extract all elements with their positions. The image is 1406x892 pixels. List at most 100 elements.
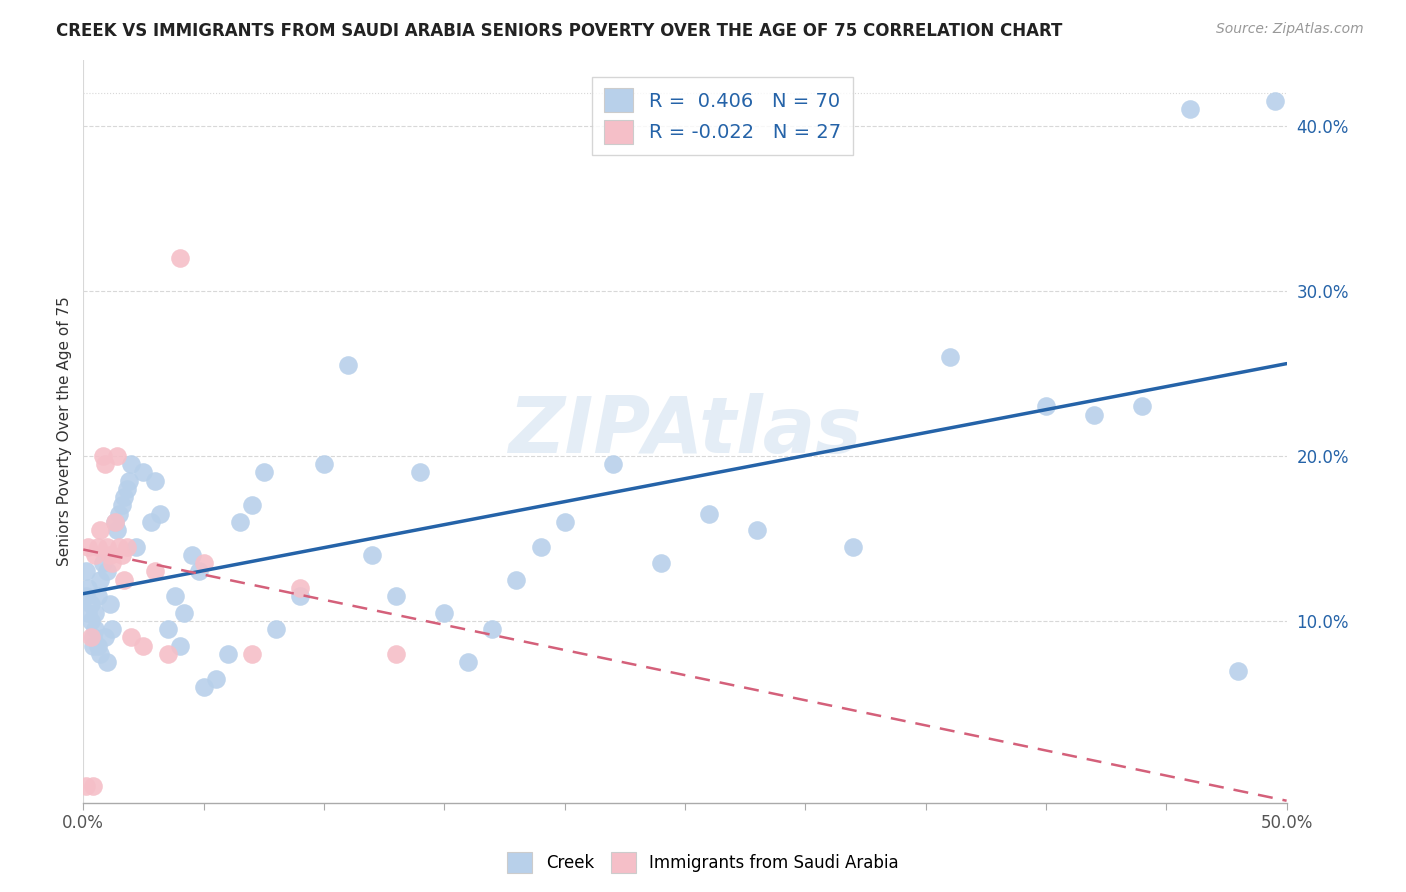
Point [1264, 94, 1286, 108]
Point [75, 779, 97, 793]
Point [115, 482, 138, 496]
Point [77, 540, 100, 554]
Point [84, 622, 107, 636]
Point [288, 581, 311, 595]
Point [180, 548, 202, 562]
Point [156, 647, 179, 661]
Point [193, 680, 215, 694]
Point [79, 614, 101, 628]
Point [163, 589, 186, 603]
Point [385, 647, 408, 661]
Point [91, 556, 114, 570]
Point [169, 251, 191, 265]
Point [120, 631, 142, 645]
Point [118, 474, 141, 488]
Point [385, 589, 408, 603]
Legend: R =  0.406   N = 70, R = -0.022   N = 27: R = 0.406 N = 70, R = -0.022 N = 27 [592, 77, 852, 155]
Point [169, 639, 191, 653]
Point [187, 565, 209, 579]
Point [111, 499, 134, 513]
Point [115, 540, 138, 554]
Point [87, 589, 110, 603]
Point [98, 598, 121, 612]
Point [240, 499, 263, 513]
Point [1130, 400, 1153, 414]
Point [105, 449, 128, 463]
Point [79, 598, 101, 612]
Point [409, 466, 432, 480]
Point [96, 655, 118, 669]
Point [111, 548, 134, 562]
Point [77, 581, 100, 595]
Point [79, 631, 101, 645]
Point [312, 457, 335, 471]
Point [94, 631, 117, 645]
Point [96, 565, 118, 579]
Point [697, 507, 720, 521]
Point [82, 779, 104, 793]
Text: Source: ZipAtlas.com: Source: ZipAtlas.com [1216, 22, 1364, 37]
Point [139, 515, 162, 529]
Point [87, 540, 110, 554]
Point [98, 548, 121, 562]
Point [145, 474, 167, 488]
Point [145, 565, 167, 579]
Point [204, 672, 226, 686]
Point [103, 515, 125, 529]
Text: ZIPAtlas: ZIPAtlas [508, 393, 862, 469]
Point [94, 457, 117, 471]
Point [433, 606, 456, 620]
Point [253, 466, 276, 480]
Point [217, 647, 239, 661]
Point [529, 540, 551, 554]
Point [842, 540, 865, 554]
Point [193, 556, 215, 570]
Point [89, 523, 111, 537]
Point [108, 507, 131, 521]
Point [132, 466, 155, 480]
Point [91, 449, 114, 463]
Point [156, 622, 179, 636]
Point [125, 540, 148, 554]
Point [173, 606, 195, 620]
Point [82, 631, 104, 645]
Point [240, 647, 263, 661]
Point [112, 573, 135, 587]
Point [112, 490, 135, 504]
Legend: Creek, Immigrants from Saudi Arabia: Creek, Immigrants from Saudi Arabia [501, 846, 905, 880]
Y-axis label: Seniors Poverty Over the Age of 75: Seniors Poverty Over the Age of 75 [58, 296, 72, 566]
Point [505, 573, 527, 587]
Point [87, 639, 110, 653]
Point [288, 589, 311, 603]
Point [84, 606, 107, 620]
Point [89, 573, 111, 587]
Point [103, 515, 125, 529]
Point [84, 548, 107, 562]
Point [96, 540, 118, 554]
Point [101, 556, 124, 570]
Point [361, 548, 384, 562]
Point [120, 457, 142, 471]
Point [1035, 400, 1057, 414]
Point [132, 639, 155, 653]
Point [108, 540, 131, 554]
Point [1180, 102, 1202, 116]
Point [77, 606, 100, 620]
Point [228, 515, 250, 529]
Point [554, 515, 576, 529]
Point [75, 589, 97, 603]
Text: CREEK VS IMMIGRANTS FROM SAUDI ARABIA SENIORS POVERTY OVER THE AGE OF 75 CORRELA: CREEK VS IMMIGRANTS FROM SAUDI ARABIA SE… [56, 22, 1063, 40]
Point [938, 350, 960, 364]
Point [602, 457, 624, 471]
Point [337, 358, 360, 372]
Point [1083, 408, 1105, 422]
Point [82, 639, 104, 653]
Point [75, 565, 97, 579]
Point [650, 556, 672, 570]
Point [89, 647, 111, 661]
Point [457, 655, 479, 669]
Point [747, 523, 769, 537]
Point [149, 507, 172, 521]
Point [105, 523, 128, 537]
Point [1227, 664, 1250, 678]
